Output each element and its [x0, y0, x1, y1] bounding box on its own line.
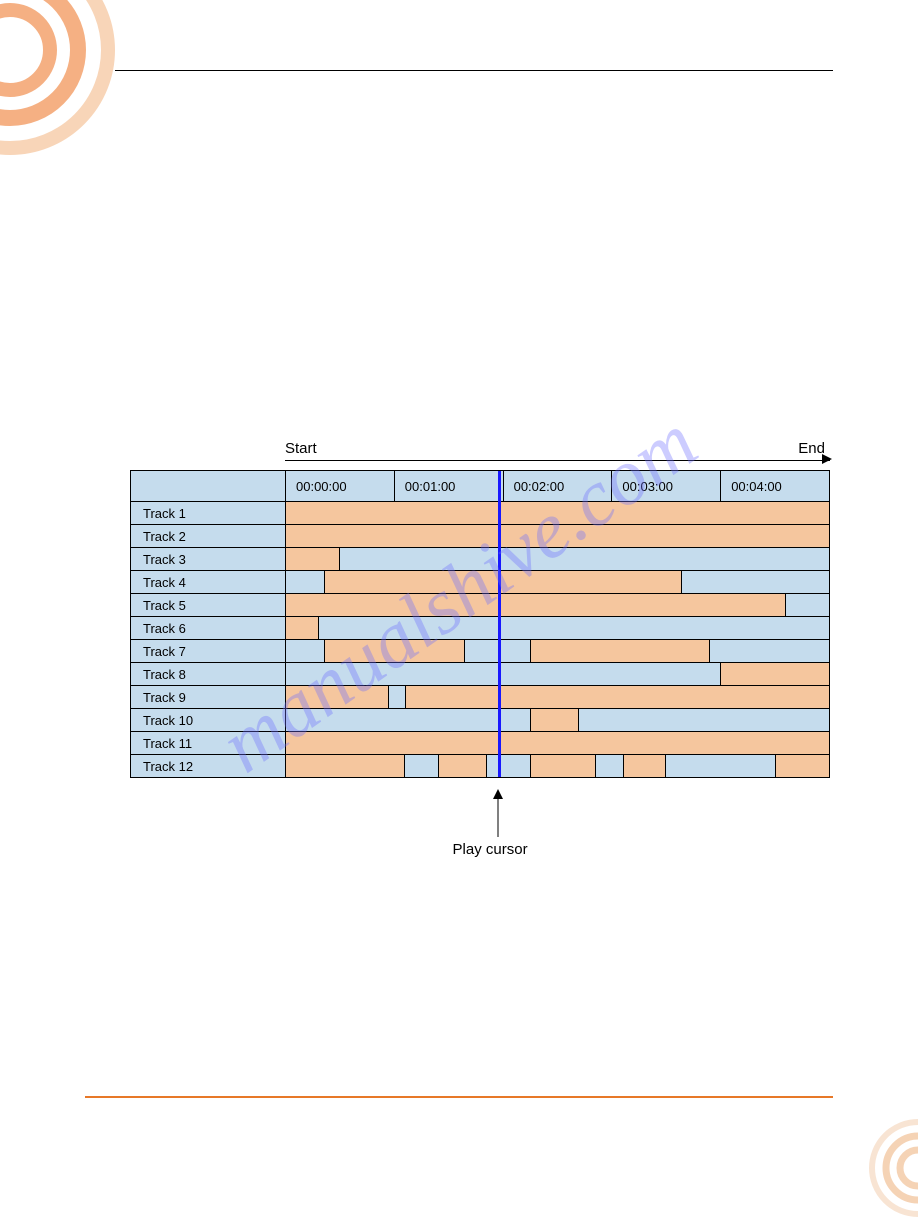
time-header-cell: 00:02:00 [504, 471, 613, 501]
clip [286, 502, 829, 524]
clip [405, 686, 829, 708]
header-divider [115, 70, 833, 71]
time-header-row: 00:00:0000:01:0000:02:0000:03:0000:04:00 [131, 471, 829, 501]
track-label: Track 8 [131, 663, 286, 685]
track-label: Track 3 [131, 548, 286, 570]
clip [775, 755, 829, 777]
clip [438, 755, 487, 777]
track-lane [286, 755, 829, 777]
play-cursor-line [498, 471, 501, 777]
clip [720, 663, 829, 685]
clip [324, 571, 682, 593]
end-label: End [798, 440, 825, 457]
time-header-cell: 00:00:00 [286, 471, 395, 501]
track-lane [286, 663, 829, 685]
track-lane [286, 525, 829, 547]
track-row: Track 6 [131, 616, 829, 639]
timeline-figure: Start End 00:00:0000:01:0000:02:0000:03:… [130, 440, 830, 778]
track-label: Track 11 [131, 732, 286, 754]
header-label-blank [131, 471, 286, 501]
clip [286, 686, 389, 708]
track-lane [286, 594, 829, 616]
time-header-cell: 00:03:00 [612, 471, 721, 501]
clip [286, 525, 829, 547]
track-row: Track 11 [131, 731, 829, 754]
play-cursor-label: Play cursor [453, 841, 528, 858]
time-header-cell: 00:04:00 [721, 471, 829, 501]
track-label: Track 9 [131, 686, 286, 708]
footer-divider [85, 1096, 833, 1098]
track-label: Track 4 [131, 571, 286, 593]
track-lane [286, 548, 829, 570]
track-lane [286, 571, 829, 593]
clip [286, 594, 786, 616]
clip [623, 755, 666, 777]
time-header-cell: 00:01:00 [395, 471, 504, 501]
clip [286, 548, 340, 570]
arrow-right-icon [822, 454, 832, 464]
clip [530, 755, 595, 777]
track-row: Track 8 [131, 662, 829, 685]
logo-arcs-icon [0, 0, 160, 160]
track-label: Track 1 [131, 502, 286, 524]
track-row: Track 1 [131, 501, 829, 524]
track-label: Track 12 [131, 755, 286, 777]
clip [286, 732, 829, 754]
track-lane [286, 617, 829, 639]
track-lane [286, 709, 829, 731]
track-row: Track 5 [131, 593, 829, 616]
track-label: Track 6 [131, 617, 286, 639]
clip [286, 617, 319, 639]
track-row: Track 7 [131, 639, 829, 662]
track-row: Track 9 [131, 685, 829, 708]
cursor-pointer-arrow-icon [488, 789, 508, 839]
track-row: Track 4 [131, 570, 829, 593]
track-label: Track 5 [131, 594, 286, 616]
track-row: Track 10 [131, 708, 829, 731]
logo-arcs-small-icon [848, 1118, 918, 1218]
clip [530, 640, 709, 662]
track-lane [286, 502, 829, 524]
clip [530, 709, 579, 731]
track-label: Track 10 [131, 709, 286, 731]
track-lane [286, 640, 829, 662]
track-lane [286, 686, 829, 708]
timeline-axis-line [285, 460, 830, 461]
track-row: Track 2 [131, 524, 829, 547]
clip [324, 640, 465, 662]
track-row: Track 3 [131, 547, 829, 570]
timeline-grid: 00:00:0000:01:0000:02:0000:03:0000:04:00… [130, 470, 830, 778]
track-label: Track 7 [131, 640, 286, 662]
track-label: Track 2 [131, 525, 286, 547]
clip [286, 755, 405, 777]
track-lane [286, 732, 829, 754]
track-row: Track 12 [131, 754, 829, 777]
start-label: Start [285, 440, 317, 457]
